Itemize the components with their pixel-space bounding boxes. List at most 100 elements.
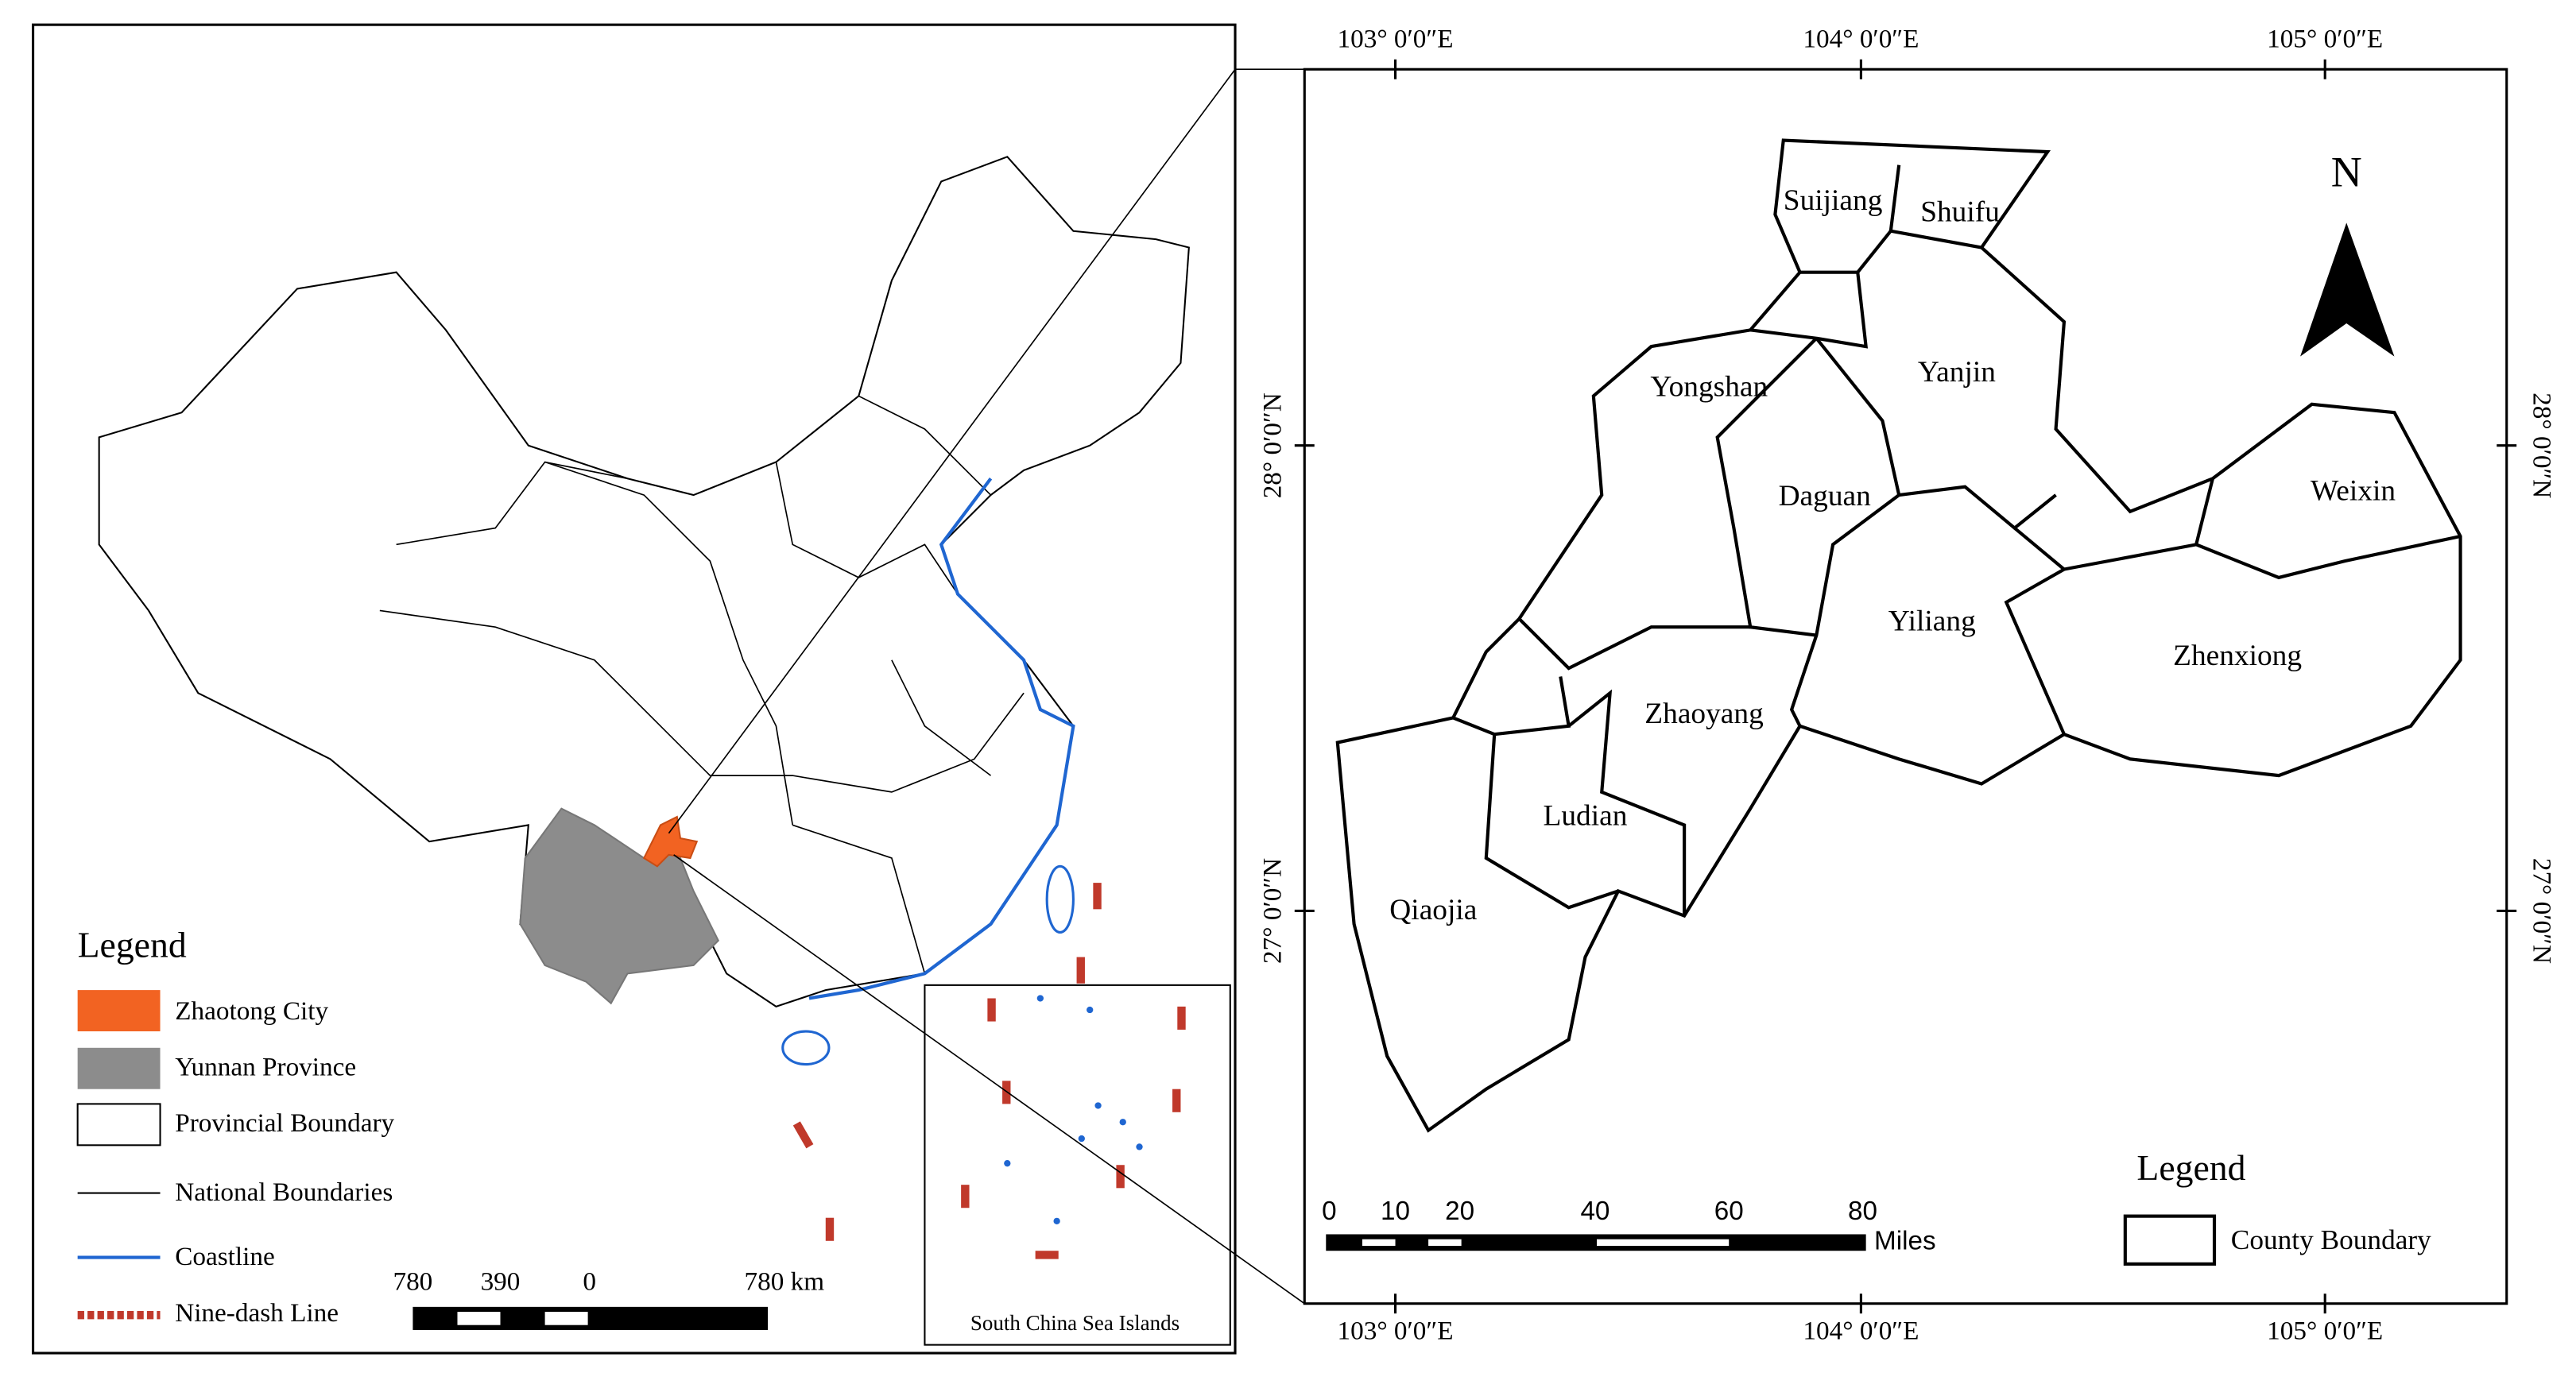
- scale-label: 60: [1714, 1197, 1744, 1226]
- island: [1036, 995, 1044, 1002]
- province-line: [710, 692, 1025, 793]
- zhaotong-city: [642, 815, 699, 868]
- dash: [987, 998, 996, 1022]
- legend-title: Legend: [2136, 1147, 2245, 1188]
- scale-label: 0: [1322, 1197, 1336, 1226]
- county-label: Qiaojia: [1389, 894, 1477, 926]
- legend-swatch: [2123, 1214, 2217, 1266]
- longitude-label: 104° 0′0″E: [1803, 1317, 1919, 1346]
- island: [1094, 1102, 1102, 1109]
- county-line: [2004, 526, 2067, 736]
- inset-frame: [924, 984, 1231, 1346]
- province-line: [544, 461, 794, 826]
- county-line: [1517, 617, 1751, 671]
- dash: [1172, 1089, 1181, 1112]
- county-line: [2194, 478, 2462, 580]
- legend-swatch: [77, 990, 161, 1032]
- dash: [961, 1185, 970, 1208]
- latitude-label: 27° 0′0″N: [1258, 858, 1288, 964]
- hainan-island: [781, 1030, 831, 1066]
- county-line: [2063, 543, 2197, 571]
- latitude-label: 28° 0′0″N: [2528, 393, 2557, 498]
- province-line: [792, 824, 926, 974]
- county-line: [1452, 676, 1571, 737]
- scale-label: 0: [583, 1266, 596, 1296]
- province-line: [379, 609, 711, 776]
- latitude-label: 27° 0′0″N: [2528, 858, 2557, 964]
- island: [1087, 1006, 1094, 1014]
- legend-label: County Boundary: [2231, 1224, 2431, 1255]
- county-label: Daguan: [1779, 480, 1872, 512]
- legend-label: Coastline: [175, 1242, 275, 1271]
- county-label: Weixin: [2311, 475, 2396, 508]
- county-label: Yongshan: [1650, 371, 1768, 404]
- graticule-ticks: [1294, 59, 2517, 1314]
- scale-label: 20: [1445, 1197, 1474, 1226]
- county-label: Ludian: [1544, 800, 1628, 833]
- county-label: Yiliang: [1888, 605, 1976, 638]
- legend-label: Provincial Boundary: [175, 1108, 394, 1138]
- north-arrow: [2300, 222, 2395, 357]
- island: [1004, 1160, 1011, 1167]
- county-line: [1799, 229, 1982, 274]
- scale-segment: [544, 1312, 588, 1325]
- island: [1053, 1217, 1060, 1225]
- longitude-label: 105° 0′0″E: [2267, 1317, 2383, 1346]
- county-line: [1749, 272, 1869, 349]
- province-line: [891, 659, 992, 776]
- dash: [825, 1217, 835, 1241]
- legend-label: National Boundaries: [175, 1178, 393, 1207]
- county-line: [1888, 164, 1901, 232]
- longitude-label: 103° 0′0″E: [1338, 25, 1454, 54]
- island: [1136, 1143, 1143, 1150]
- county-label: Suijiang: [1784, 184, 1883, 217]
- latitude-label: 28° 0′0″N: [1258, 393, 1288, 498]
- island: [1119, 1119, 1126, 1126]
- scale-segment: [457, 1312, 501, 1325]
- longitude-label: 103° 0′0″E: [1338, 1317, 1454, 1346]
- county-line: [1789, 493, 1900, 727]
- connector-line: [673, 854, 1305, 1305]
- legend-label: Nine-dash Line: [175, 1298, 339, 1328]
- scale-segment: [1362, 1239, 1396, 1247]
- scale-label: 10: [1381, 1197, 1410, 1226]
- scale-label: 390: [481, 1266, 521, 1296]
- scale-segment: [1428, 1239, 1462, 1247]
- dash: [1076, 957, 1085, 984]
- inset-label: South China Sea Islands: [970, 1311, 1180, 1335]
- legend-swatch: [77, 1047, 161, 1089]
- nine-dash-line: [792, 883, 1102, 1241]
- county-label: Zhenxiong: [2173, 640, 2302, 672]
- yunnan-province: [519, 807, 720, 1005]
- legend-title: Legend: [78, 925, 187, 965]
- dash: [792, 1121, 814, 1149]
- county-line: [1715, 337, 1818, 637]
- scale-label: 40: [1580, 1197, 1610, 1226]
- region-outline: [1335, 138, 2462, 1133]
- dash: [1093, 883, 1102, 910]
- county-line: [1815, 337, 2057, 531]
- county-line: [1567, 689, 1687, 916]
- county-label: Yanjin: [1918, 356, 1996, 389]
- province-line: [396, 461, 628, 546]
- inset-islands: [1004, 995, 1143, 1225]
- county-boundaries: [1452, 164, 2462, 916]
- dash: [1035, 1251, 1059, 1259]
- scale-label: 780: [393, 1266, 432, 1296]
- taiwan-island: [1045, 864, 1075, 934]
- dash: [1116, 1165, 1125, 1189]
- longitude-label: 105° 0′0″E: [2267, 25, 2383, 54]
- scale-label: 80: [1848, 1197, 1877, 1226]
- dash: [1177, 1006, 1186, 1030]
- island: [1078, 1135, 1085, 1143]
- legend-swatch: [76, 1103, 161, 1147]
- county-line: [1484, 734, 1619, 910]
- scale-bar: [1326, 1234, 1866, 1251]
- legend-label: Zhaotong City: [175, 996, 328, 1026]
- county-label: Shuifu: [1920, 196, 2000, 229]
- legend-label: Yunnan Province: [175, 1052, 356, 1081]
- longitude-label: 104° 0′0″E: [1803, 25, 1919, 54]
- province-line: [858, 395, 992, 496]
- right-frame: [1303, 68, 2508, 1305]
